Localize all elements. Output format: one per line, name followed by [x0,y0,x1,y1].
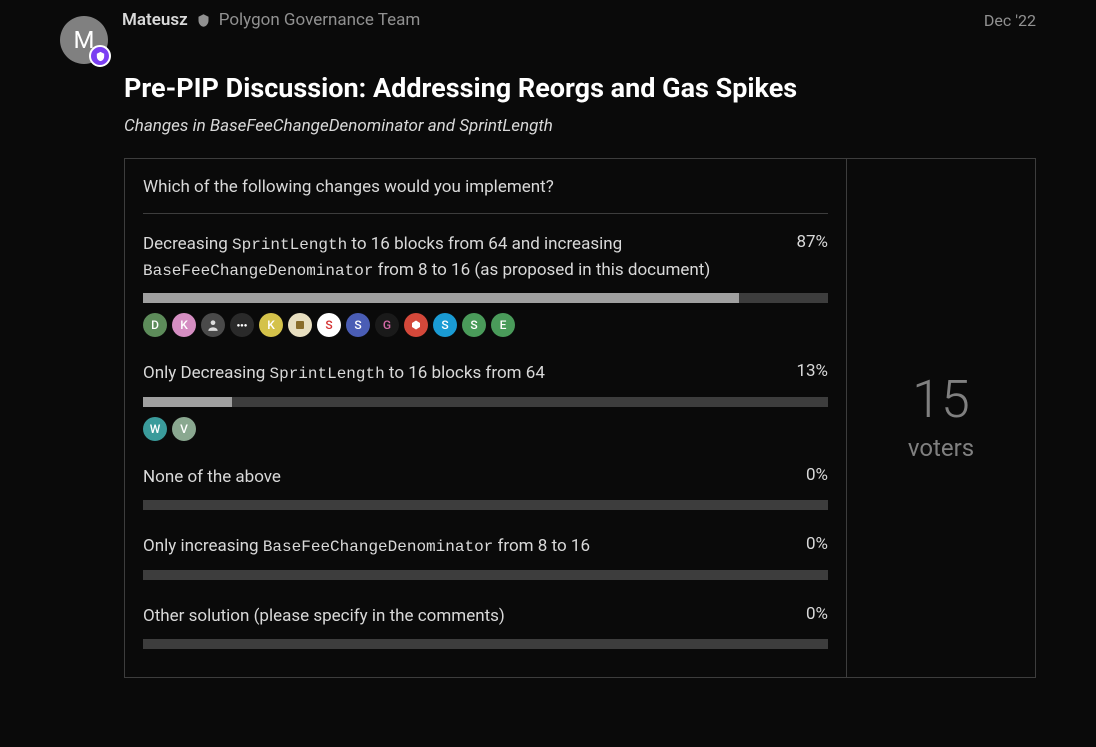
poll-option-row: Only Decreasing SprintLength to 16 block… [143,361,828,387]
poll-container: Which of the following changes would you… [124,158,1036,678]
poll-option[interactable]: Only increasing BaseFeeChangeDenominator… [143,534,828,580]
voter-avatar[interactable]: S [317,313,341,337]
poll-option-text: Only Decreasing SprintLength to 16 block… [143,361,780,387]
poll-progress-track [143,500,828,510]
post-title: Pre-PIP Discussion: Addressing Reorgs an… [124,72,1036,104]
voter-avatar[interactable]: D [143,313,167,337]
poll-voters-row: WV [143,417,828,441]
poll-option[interactable]: Only Decreasing SprintLength to 16 block… [143,361,828,441]
voter-avatar[interactable]: V [172,417,196,441]
poll-progress-track [143,293,828,303]
poll-option-text: None of the above [143,465,790,491]
header-content: Mateusz Polygon Governance Team Dec '22 [122,10,1036,50]
voter-avatar[interactable]: W [143,417,167,441]
poll-option-percent: 0% [806,534,828,554]
voter-label: voters [908,434,974,462]
author-name[interactable]: Mateusz [122,10,188,30]
post-header: M Mateusz Polygon Governance Team Dec '2… [60,10,1036,64]
poll-option[interactable]: Other solution (please specify in the co… [143,604,828,650]
author-group[interactable]: Polygon Governance Team [219,10,421,30]
poll-options-list: Decreasing SprintLength to 16 blocks fro… [143,232,828,649]
voter-avatar[interactable] [201,313,225,337]
poll-option[interactable]: Decreasing SprintLength to 16 blocks fro… [143,232,828,337]
author-avatar-container[interactable]: M [60,16,108,64]
poll-option-percent: 13% [796,361,828,381]
poll-option-percent: 0% [806,465,828,485]
poll-option-percent: 87% [796,232,828,252]
voter-avatar[interactable] [288,313,312,337]
poll-progress-track [143,570,828,580]
poll-progress-fill [143,293,739,303]
poll-option-row: Decreasing SprintLength to 16 blocks fro… [143,232,828,283]
voter-count: 15 [912,374,970,426]
avatar-badge-icon [89,45,111,67]
poll-side-summary: 15 voters [847,159,1035,677]
voter-avatar[interactable]: S [346,313,370,337]
poll-progress-track [143,397,828,407]
voter-avatar[interactable]: S [462,313,486,337]
header-meta-row: Mateusz Polygon Governance Team Dec '22 [122,10,1036,30]
voter-avatar[interactable]: ●●● [230,313,254,337]
voter-avatar[interactable]: K [259,313,283,337]
voter-avatar[interactable]: G [375,313,399,337]
moderator-shield-icon [196,13,211,28]
poll-voters-row: DK●●●KSSGSSE [143,313,828,337]
voter-avatar[interactable]: S [433,313,457,337]
poll-option-row: Other solution (please specify in the co… [143,604,828,630]
poll-option-text: Decreasing SprintLength to 16 blocks fro… [143,232,780,283]
poll-question: Which of the following changes would you… [143,177,828,214]
post-date[interactable]: Dec '22 [984,11,1036,30]
poll-main: Which of the following changes would you… [125,159,847,677]
post-subtitle: Changes in BaseFeeChangeDenominator and … [124,116,1036,136]
poll-option-row: None of the above 0% [143,465,828,491]
post-body: Pre-PIP Discussion: Addressing Reorgs an… [124,72,1036,678]
voter-avatar[interactable]: E [491,313,515,337]
poll-option-percent: 0% [806,604,828,624]
poll-option-text: Only increasing BaseFeeChangeDenominator… [143,534,790,560]
poll-progress-track [143,639,828,649]
voter-avatar[interactable]: K [172,313,196,337]
poll-progress-fill [143,397,232,407]
poll-option[interactable]: None of the above 0% [143,465,828,511]
poll-option-text: Other solution (please specify in the co… [143,604,790,630]
poll-option-row: Only increasing BaseFeeChangeDenominator… [143,534,828,560]
voter-avatar[interactable] [404,313,428,337]
